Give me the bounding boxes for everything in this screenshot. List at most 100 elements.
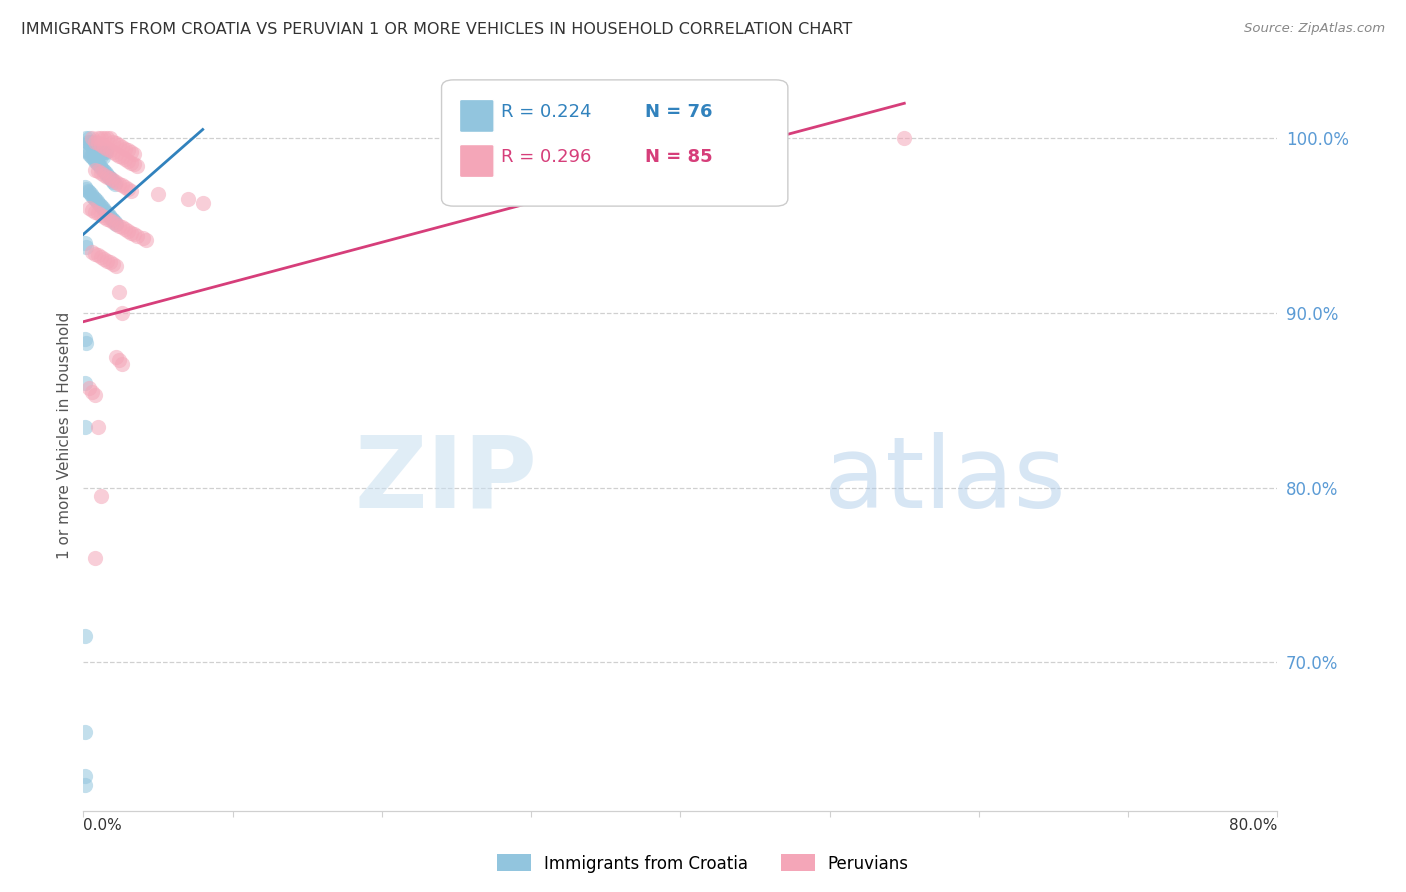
Point — [108, 149, 131, 163]
Y-axis label: 1 or more Vehicles in Household: 1 or more Vehicles in Household — [58, 311, 72, 559]
Point — [111, 306, 134, 320]
Point — [76, 184, 98, 198]
Point — [117, 182, 139, 196]
Point — [86, 140, 108, 154]
Point — [87, 248, 110, 262]
Point — [82, 189, 104, 203]
Point — [91, 162, 114, 177]
Point — [82, 202, 104, 217]
Point — [98, 131, 121, 145]
Point — [96, 131, 118, 145]
Point — [96, 253, 118, 268]
Point — [82, 244, 104, 259]
Point — [87, 131, 110, 145]
Legend: Immigrants from Croatia, Peruvians: Immigrants from Croatia, Peruvians — [491, 847, 915, 880]
Point — [100, 211, 122, 226]
Point — [94, 204, 117, 219]
Point — [105, 175, 128, 189]
Point — [108, 353, 131, 368]
Point — [84, 135, 107, 149]
Point — [120, 226, 142, 240]
Point — [82, 140, 104, 154]
Text: atlas: atlas — [824, 432, 1066, 529]
Point — [89, 197, 111, 211]
Point — [101, 257, 124, 271]
Point — [93, 168, 115, 182]
Point — [122, 227, 145, 242]
Point — [98, 213, 121, 227]
Point — [77, 136, 100, 151]
Point — [76, 135, 98, 149]
Point — [101, 215, 124, 229]
Point — [94, 166, 117, 180]
Point — [82, 131, 104, 145]
Point — [93, 202, 115, 217]
FancyBboxPatch shape — [460, 145, 494, 178]
Point — [101, 135, 124, 149]
Point — [87, 157, 110, 171]
Point — [125, 159, 148, 173]
Point — [73, 180, 96, 194]
Point — [108, 177, 131, 191]
Point — [96, 169, 118, 184]
Point — [82, 151, 104, 165]
Point — [93, 140, 115, 154]
Point — [111, 140, 134, 154]
Text: IMMIGRANTS FROM CROATIA VS PERUVIAN 1 OR MORE VEHICLES IN HOUSEHOLD CORRELATION : IMMIGRANTS FROM CROATIA VS PERUVIAN 1 OR… — [21, 22, 852, 37]
Point — [120, 184, 142, 198]
Point — [84, 153, 107, 168]
Point — [105, 217, 128, 231]
Point — [87, 164, 110, 178]
Text: R = 0.296: R = 0.296 — [502, 148, 592, 166]
Point — [91, 201, 114, 215]
Point — [97, 208, 120, 222]
Point — [105, 217, 128, 231]
Point — [87, 145, 110, 160]
Point — [87, 206, 110, 220]
Point — [75, 182, 97, 196]
Point — [73, 236, 96, 251]
FancyBboxPatch shape — [441, 80, 787, 206]
Point — [177, 193, 200, 207]
Point — [111, 357, 134, 371]
Point — [97, 169, 120, 184]
Point — [75, 144, 97, 158]
Point — [80, 135, 103, 149]
Point — [75, 239, 97, 253]
Point — [98, 171, 121, 186]
Point — [93, 145, 115, 160]
Point — [108, 219, 131, 233]
Point — [77, 186, 100, 200]
Point — [98, 171, 121, 186]
Point — [104, 215, 127, 229]
Point — [90, 144, 112, 158]
Point — [101, 175, 124, 189]
Point — [87, 136, 110, 151]
Point — [89, 147, 111, 161]
Point — [90, 131, 112, 145]
Point — [76, 145, 98, 160]
Point — [86, 194, 108, 208]
Point — [73, 769, 96, 783]
Point — [87, 140, 110, 154]
Point — [93, 131, 115, 145]
Text: 80.0%: 80.0% — [1229, 818, 1278, 833]
Point — [893, 131, 915, 145]
Point — [86, 155, 108, 169]
Point — [100, 173, 122, 187]
Point — [122, 147, 145, 161]
Point — [87, 419, 110, 434]
Point — [84, 388, 107, 402]
Point — [114, 180, 136, 194]
Point — [111, 178, 134, 193]
Point — [108, 138, 131, 153]
Point — [84, 144, 107, 158]
Point — [73, 419, 96, 434]
Point — [84, 246, 107, 260]
Point — [80, 149, 103, 163]
Point — [105, 136, 128, 151]
Point — [90, 199, 112, 213]
Point — [90, 161, 112, 175]
Point — [90, 208, 112, 222]
Point — [93, 252, 115, 266]
